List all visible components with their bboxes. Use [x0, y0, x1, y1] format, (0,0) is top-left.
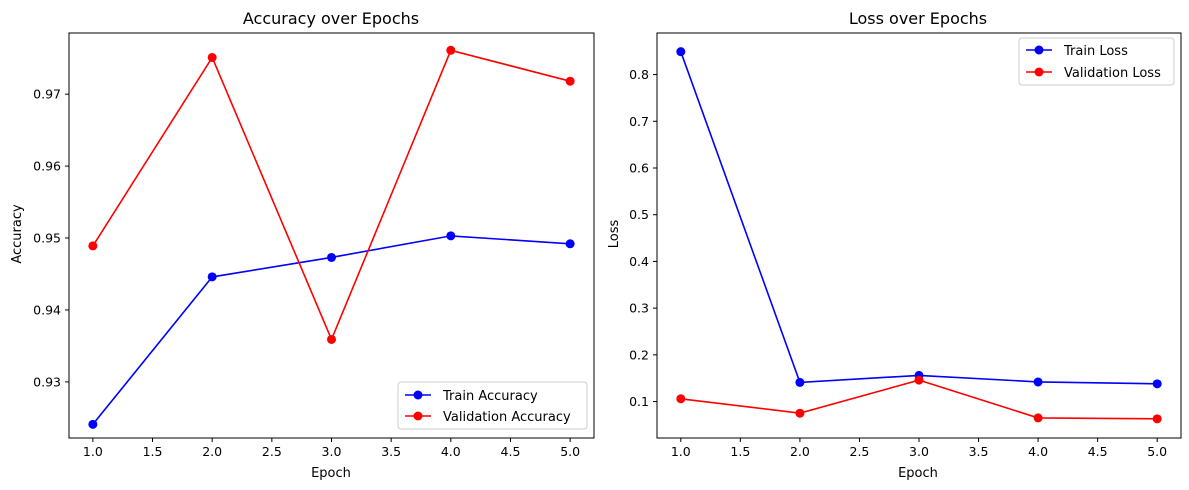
data-point-train-loss	[1152, 379, 1162, 389]
y-axis-label: Loss	[607, 220, 622, 249]
x-ticks: 1.0 1.5 2.0 2.5 3.0 3.5 4.0 4.5 5.0	[671, 438, 1167, 459]
chart-title: Accuracy over Epochs	[243, 9, 419, 28]
legend-marker-validation-loss	[1034, 67, 1044, 77]
x-tick-label: 3.0	[322, 444, 342, 459]
data-point-train-accuracy	[327, 252, 336, 262]
plot-marks	[88, 45, 575, 429]
x-tick-label: 4.0	[441, 444, 461, 459]
y-tick-label: 0.97	[33, 87, 61, 102]
x-tick-label: 2.0	[790, 444, 810, 459]
chart-title: Loss over Epochs	[849, 9, 987, 28]
y-tick-label: 0.95	[33, 231, 61, 246]
y-ticks: 0.1 0.2 0.3 0.4 0.5 0.6 0.7 0.8	[629, 67, 657, 409]
legend-marker-train-loss	[1034, 45, 1044, 55]
loss-chart: Loss over Epochs Epoch Loss 1.0 1.5 2.0 2.5…	[607, 9, 1182, 481]
plot-frame	[656, 32, 1182, 439]
x-tick-label: 1.5	[730, 444, 750, 459]
y-tick-label: 0.6	[629, 161, 649, 176]
x-ticks: 1.0 1.5 2.0 2.5 3.0 3.5 4.0 4.5 5.0	[83, 438, 580, 459]
x-tick-label: 5.0	[1147, 444, 1167, 459]
data-point-validation-accuracy	[207, 52, 217, 62]
data-point-train-accuracy	[565, 239, 575, 249]
data-point-train-loss	[1033, 377, 1043, 387]
data-point-validation-loss	[1152, 414, 1162, 424]
x-axis-label: Epoch	[311, 466, 351, 481]
legend: Train Accuracy Validation Accuracy	[397, 381, 588, 430]
accuracy-chart: Accuracy over Epochs Epoch Accuracy 1.0 1…	[10, 9, 595, 481]
legend-box	[1018, 37, 1175, 86]
x-tick-label: 1.5	[143, 444, 163, 459]
legend-label-validation-accuracy: Validation Accuracy	[443, 410, 571, 425]
x-tick-label: 5.0	[560, 444, 580, 459]
data-point-validation-loss	[914, 375, 924, 385]
y-tick-label: 0.4	[629, 254, 649, 269]
plot-frame	[68, 32, 595, 439]
data-point-validation-accuracy	[327, 334, 336, 344]
data-point-train-accuracy	[88, 419, 98, 429]
data-point-train-accuracy	[207, 272, 217, 282]
data-point-train-loss	[795, 377, 805, 387]
y-tick-label: 0.2	[629, 347, 649, 362]
data-point-validation-accuracy	[88, 241, 98, 251]
legend: Train Loss Validation Loss	[1018, 37, 1175, 86]
x-tick-label: 3.0	[909, 444, 929, 459]
data-point-validation-loss	[676, 394, 686, 404]
data-point-validation-loss	[795, 408, 805, 418]
y-tick-label: 0.94	[33, 302, 61, 317]
x-tick-label: 1.0	[83, 444, 103, 459]
y-tick-label: 0.93	[33, 374, 61, 389]
y-tick-label: 0.1	[629, 394, 649, 409]
x-tick-label: 4.5	[1088, 444, 1108, 459]
data-point-train-accuracy	[446, 231, 456, 241]
x-tick-label: 2.5	[850, 444, 870, 459]
x-tick-label: 3.5	[381, 444, 401, 459]
x-tick-label: 1.0	[671, 444, 691, 459]
y-tick-label: 0.3	[629, 301, 649, 316]
x-tick-label: 2.0	[202, 444, 222, 459]
y-tick-label: 0.8	[629, 67, 649, 82]
data-point-validation-loss	[1033, 413, 1043, 423]
y-axis-label: Accuracy	[10, 204, 25, 264]
y-ticks: 0.93 0.94 0.95 0.96 0.97	[33, 87, 69, 389]
x-tick-label: 4.5	[501, 444, 521, 459]
legend-box	[397, 381, 588, 430]
legend-marker-validation-accuracy	[413, 411, 423, 421]
x-axis-label: Epoch	[898, 466, 938, 481]
plot-marks	[676, 47, 1162, 424]
y-tick-label: 0.7	[629, 114, 649, 129]
x-tick-label: 3.5	[969, 444, 989, 459]
x-tick-label: 4.0	[1028, 444, 1048, 459]
data-point-validation-accuracy	[565, 76, 575, 86]
y-tick-label: 0.5	[629, 207, 649, 222]
y-tick-label: 0.96	[33, 159, 61, 174]
data-point-validation-accuracy	[446, 45, 456, 55]
legend-label-validation-loss: Validation Loss	[1064, 66, 1161, 81]
legend-label-train-accuracy: Train Accuracy	[442, 389, 538, 404]
legend-label-train-loss: Train Loss	[1063, 44, 1128, 59]
data-point-train-loss	[676, 47, 686, 57]
x-tick-label: 2.5	[262, 444, 282, 459]
legend-marker-train-accuracy	[413, 390, 423, 400]
